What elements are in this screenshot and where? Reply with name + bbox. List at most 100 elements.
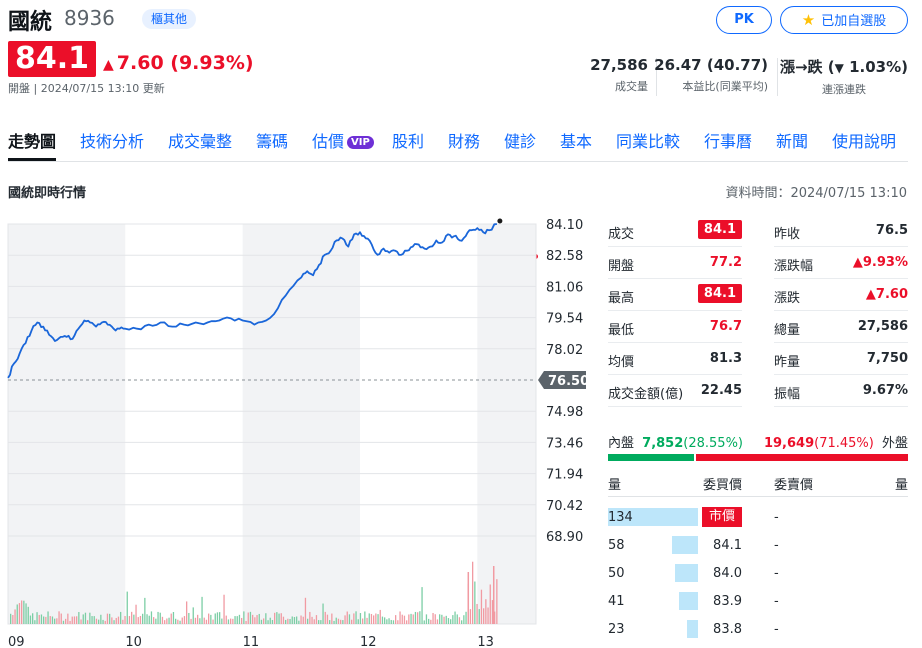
volume-bar — [423, 620, 425, 624]
volume-bar — [205, 619, 208, 624]
volume-bar — [133, 614, 135, 624]
volume-bar — [298, 620, 300, 624]
volume-bar — [153, 617, 155, 624]
volume-bar — [388, 618, 390, 624]
quote-row-turnover: 成交金額(億) 22.45 — [608, 376, 742, 407]
volume-bar — [333, 620, 335, 624]
volume-bar — [144, 597, 146, 624]
y-tick-label: 73.46 — [546, 436, 583, 451]
volume-bar — [216, 612, 219, 624]
tab-chips[interactable]: 籌碼 — [256, 132, 289, 151]
volume-bar — [183, 616, 186, 624]
volume-bar — [326, 614, 329, 624]
pe-ratio-value: 26.47 (40.77) — [654, 56, 768, 74]
tab-basic[interactable]: 基本 — [560, 132, 593, 151]
y-tick-label: 68.90 — [546, 530, 583, 545]
bid-qty-bar — [679, 592, 698, 610]
quote-row-low: 最低 76.7 — [608, 312, 742, 343]
watchlist-button[interactable]: ★ 已加自選股 — [780, 6, 908, 34]
streak-label: 連漲連跌 — [821, 83, 866, 96]
volume-bar — [214, 613, 216, 624]
quote-row-prev-volume: 昨量 7,750 — [774, 344, 908, 375]
volume-bar — [315, 615, 318, 624]
volume-bar — [483, 608, 485, 624]
volume-bar — [104, 620, 106, 624]
ask-qty-header: 量 — [894, 478, 908, 493]
inner-bar — [608, 454, 694, 461]
volume-bar — [146, 614, 148, 624]
market-badge[interactable]: 櫃其他 — [142, 9, 197, 29]
volume-bar — [14, 609, 16, 624]
quote-row-change: 漲跌 ▲7.60 — [774, 280, 908, 311]
volume-bar — [291, 616, 293, 624]
volume-bar — [377, 614, 379, 624]
volume-bar — [265, 613, 267, 624]
tab-trades[interactable]: 成交彙整 — [168, 132, 233, 151]
volume-bar — [210, 614, 212, 624]
bid-qty: 134 — [608, 510, 633, 525]
volume-bar — [276, 612, 278, 624]
volume-bar — [417, 612, 419, 624]
order-book-row: 58 84.1 - — [608, 532, 908, 560]
order-book-row: 134 市價 - — [608, 504, 908, 532]
price-series-line — [7, 223, 498, 379]
ask-price: - — [774, 566, 779, 581]
tab-technical[interactable]: 技術分析 — [80, 132, 145, 151]
quote-row-high: 最高 84.1 — [608, 280, 742, 311]
volume-bar — [91, 616, 93, 624]
volume-bar — [254, 617, 256, 624]
volume-bar — [87, 620, 89, 624]
tab-health[interactable]: 健診 — [504, 132, 537, 151]
pk-button[interactable]: PK — [716, 6, 772, 34]
volume-bar — [320, 620, 322, 624]
volume-bar — [139, 615, 142, 624]
volume-bar — [80, 619, 82, 624]
y-tick-label: 74.98 — [546, 405, 583, 420]
volume-bar — [395, 615, 397, 624]
tab-peers[interactable]: 同業比較 — [616, 132, 681, 151]
tab-financials[interactable]: 財務 — [448, 132, 481, 151]
volume-bar — [355, 611, 357, 624]
bid-price: 83.9 — [713, 594, 742, 609]
volume-bar — [21, 600, 23, 624]
tab-calendar[interactable]: 行事曆 — [704, 132, 753, 151]
intraday-chart[interactable]: 84.10 82.58 81.06 79.54 78.02 74.98 73.46 71.94… — [0, 214, 600, 648]
down-arrow-icon: ▼ — [834, 61, 844, 75]
y-tick-label: 84.10 — [546, 218, 583, 233]
volume-bar — [73, 616, 76, 624]
bid-qty: 50 — [608, 566, 625, 581]
volume-bar — [122, 619, 124, 624]
volume-bar — [397, 620, 399, 624]
tab-valuation[interactable]: 估價 VIP — [312, 128, 374, 152]
stock-code: 8936 — [64, 6, 115, 30]
volume-bar — [54, 618, 56, 624]
y-tick-label: 71.94 — [546, 468, 583, 483]
tab-help[interactable]: 使用說明 — [832, 132, 897, 151]
quote-label: 漲跌幅 — [774, 259, 814, 274]
volume-bar — [331, 613, 333, 624]
volume-bar — [230, 618, 232, 624]
reference-price-tag — [538, 371, 586, 389]
volume-bar — [271, 619, 274, 624]
volume-bar — [84, 612, 87, 624]
volume-bar — [364, 611, 366, 624]
volume-bar — [236, 616, 238, 624]
volume-bar — [373, 615, 375, 624]
volume-bar — [67, 613, 69, 624]
tab-chart[interactable]: 走勢圖 — [8, 132, 57, 151]
volume-bar — [223, 594, 225, 624]
quote-value: 81.3 — [709, 351, 742, 366]
volume-bar — [472, 561, 474, 624]
up-arrow-icon: ▲ — [103, 57, 114, 73]
volume-bar — [293, 617, 296, 624]
volume-bar — [256, 615, 258, 624]
watchlist-label: 已加自選股 — [821, 14, 887, 29]
bid-qty: 58 — [608, 538, 625, 553]
volume-bar — [58, 611, 60, 624]
inner-pct: (28.55%) — [683, 436, 743, 451]
quote-label: 開盤 — [608, 259, 635, 274]
tab-dividend[interactable]: 股利 — [392, 132, 425, 151]
volume-bar — [181, 617, 183, 624]
quote-value: 76.7 — [709, 319, 742, 334]
tab-news[interactable]: 新聞 — [776, 132, 809, 151]
